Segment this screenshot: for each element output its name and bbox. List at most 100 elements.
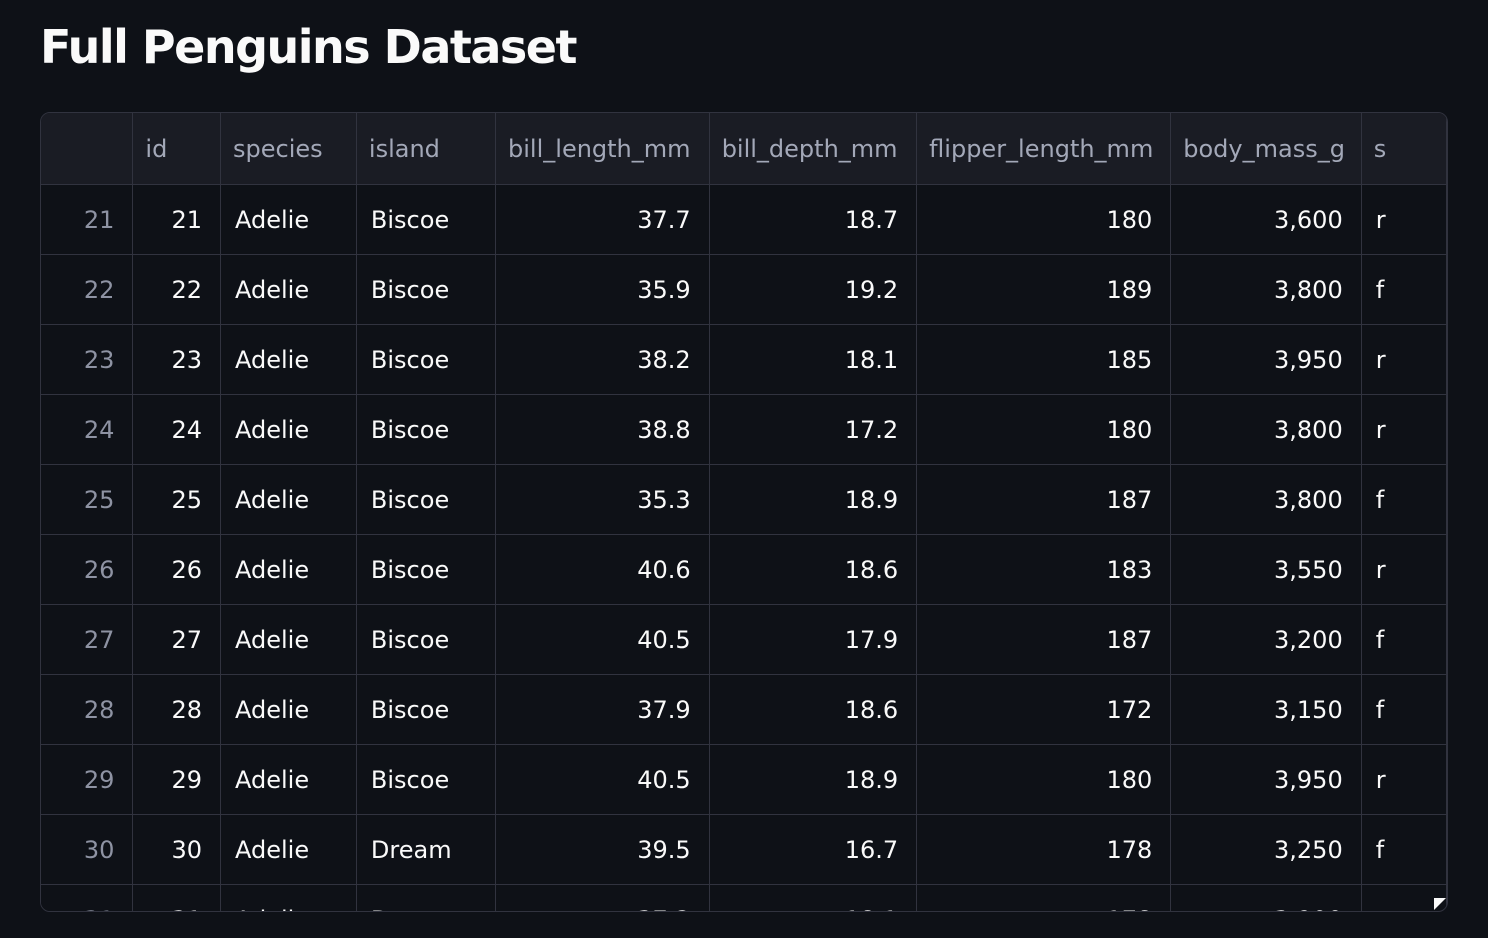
row-index[interactable]: 29 — [41, 744, 134, 815]
body-mass-cell[interactable]: 3,150 — [1170, 674, 1362, 745]
species-cell[interactable]: Adelie — [220, 324, 357, 395]
bill-depth-cell[interactable]: 16.7 — [709, 814, 918, 885]
sex-cell[interactable]: r — [1361, 394, 1447, 465]
bill-length-cell[interactable]: 35.3 — [495, 464, 710, 535]
id-cell[interactable]: 26 — [132, 534, 221, 605]
sex-cell[interactable]: f — [1361, 254, 1447, 325]
species-cell[interactable]: Adelie — [220, 884, 357, 911]
flipper-length-cell[interactable]: 187 — [916, 464, 1172, 535]
bill-length-cell[interactable]: 39.5 — [495, 814, 710, 885]
id-cell[interactable]: 22 — [132, 254, 221, 325]
flipper-length-cell[interactable]: 180 — [916, 744, 1172, 815]
flipper-length-cell[interactable]: 189 — [916, 254, 1172, 325]
species-cell[interactable]: Adelie — [220, 254, 357, 325]
id-cell[interactable]: 31 — [132, 884, 221, 911]
body-mass-cell[interactable]: 3,250 — [1170, 814, 1362, 885]
island-cell[interactable]: Dream — [356, 884, 497, 911]
sex-cell[interactable]: r — [1361, 534, 1447, 605]
body-mass-cell[interactable]: 3,950 — [1170, 744, 1362, 815]
row-index[interactable]: 21 — [41, 184, 134, 255]
island-cell[interactable]: Biscoe — [356, 254, 497, 325]
bill-length-cell[interactable]: 37.2 — [495, 884, 710, 911]
id-cell[interactable]: 23 — [132, 324, 221, 395]
species-cell[interactable]: Adelie — [220, 534, 357, 605]
bill-length-cell[interactable]: 40.5 — [495, 604, 710, 675]
data-grid[interactable]: id species island bill_length_mm bill_de… — [40, 112, 1448, 912]
body-mass-cell[interactable]: 3,800 — [1170, 254, 1362, 325]
island-cell[interactable]: Biscoe — [356, 534, 497, 605]
body-mass-cell[interactable]: 3,950 — [1170, 324, 1362, 395]
bill-depth-cell[interactable]: 18.7 — [709, 184, 918, 255]
row-index[interactable]: 27 — [41, 604, 134, 675]
id-cell[interactable]: 29 — [132, 744, 221, 815]
island-cell[interactable]: Biscoe — [356, 744, 497, 815]
column-header-index[interactable] — [41, 113, 134, 185]
id-cell[interactable]: 24 — [132, 394, 221, 465]
species-cell[interactable]: Adelie — [220, 604, 357, 675]
island-cell[interactable]: Biscoe — [356, 464, 497, 535]
species-cell[interactable]: Adelie — [220, 464, 357, 535]
flipper-length-cell[interactable]: 183 — [916, 534, 1172, 605]
sex-cell[interactable]: r — [1361, 744, 1447, 815]
id-cell[interactable]: 28 — [132, 674, 221, 745]
sex-cell[interactable]: f — [1361, 464, 1447, 535]
column-header-flipper-length[interactable]: flipper_length_mm — [916, 113, 1172, 185]
bill-depth-cell[interactable]: 18.9 — [709, 744, 918, 815]
column-header-sex[interactable]: s — [1361, 113, 1447, 185]
id-cell[interactable]: 27 — [132, 604, 221, 675]
species-cell[interactable]: Adelie — [220, 814, 357, 885]
island-cell[interactable]: Biscoe — [356, 324, 497, 395]
row-index[interactable]: 30 — [41, 814, 134, 885]
bill-length-cell[interactable]: 35.9 — [495, 254, 710, 325]
bill-depth-cell[interactable]: 17.9 — [709, 604, 918, 675]
island-cell[interactable]: Biscoe — [356, 394, 497, 465]
bill-length-cell[interactable]: 40.5 — [495, 744, 710, 815]
sex-cell[interactable]: r — [1361, 184, 1447, 255]
flipper-length-cell[interactable]: 178 — [916, 814, 1172, 885]
body-mass-cell[interactable]: 3,800 — [1170, 464, 1362, 535]
sex-cell[interactable]: f — [1361, 814, 1447, 885]
sex-cell[interactable]: f — [1361, 674, 1447, 745]
body-mass-cell[interactable]: 3,600 — [1170, 184, 1362, 255]
bill-depth-cell[interactable]: 17.2 — [709, 394, 918, 465]
body-mass-cell[interactable]: 3,900 — [1170, 884, 1362, 911]
row-index[interactable]: 23 — [41, 324, 134, 395]
flipper-length-cell[interactable]: 185 — [916, 324, 1172, 395]
species-cell[interactable]: Adelie — [220, 744, 357, 815]
row-index[interactable]: 26 — [41, 534, 134, 605]
bill-depth-cell[interactable]: 18.6 — [709, 674, 918, 745]
sex-cell[interactable]: r — [1361, 884, 1447, 911]
body-mass-cell[interactable]: 3,800 — [1170, 394, 1362, 465]
bill-depth-cell[interactable]: 18.9 — [709, 464, 918, 535]
column-header-species[interactable]: species — [220, 113, 357, 185]
bill-depth-cell[interactable]: 18.6 — [709, 534, 918, 605]
species-cell[interactable]: Adelie — [220, 394, 357, 465]
flipper-length-cell[interactable]: 180 — [916, 394, 1172, 465]
bill-length-cell[interactable]: 38.2 — [495, 324, 710, 395]
bill-depth-cell[interactable]: 18.1 — [709, 884, 918, 911]
column-header-bill-length[interactable]: bill_length_mm — [495, 113, 710, 185]
flipper-length-cell[interactable]: 178 — [916, 884, 1172, 911]
species-cell[interactable]: Adelie — [220, 184, 357, 255]
bill-length-cell[interactable]: 37.7 — [495, 184, 710, 255]
island-cell[interactable]: Biscoe — [356, 604, 497, 675]
island-cell[interactable]: Biscoe — [356, 674, 497, 745]
body-mass-cell[interactable]: 3,200 — [1170, 604, 1362, 675]
row-index[interactable]: 22 — [41, 254, 134, 325]
bill-depth-cell[interactable]: 18.1 — [709, 324, 918, 395]
body-mass-cell[interactable]: 3,550 — [1170, 534, 1362, 605]
sex-cell[interactable]: f — [1361, 604, 1447, 675]
flipper-length-cell[interactable]: 187 — [916, 604, 1172, 675]
bill-length-cell[interactable]: 37.9 — [495, 674, 710, 745]
flipper-length-cell[interactable]: 172 — [916, 674, 1172, 745]
bill-depth-cell[interactable]: 19.2 — [709, 254, 918, 325]
column-header-id[interactable]: id — [132, 113, 221, 185]
id-cell[interactable]: 30 — [132, 814, 221, 885]
row-index[interactable]: 25 — [41, 464, 134, 535]
column-header-island[interactable]: island — [356, 113, 497, 185]
island-cell[interactable]: Dream — [356, 814, 497, 885]
row-index[interactable]: 31 — [41, 884, 134, 911]
id-cell[interactable]: 25 — [132, 464, 221, 535]
species-cell[interactable]: Adelie — [220, 674, 357, 745]
bill-length-cell[interactable]: 38.8 — [495, 394, 710, 465]
